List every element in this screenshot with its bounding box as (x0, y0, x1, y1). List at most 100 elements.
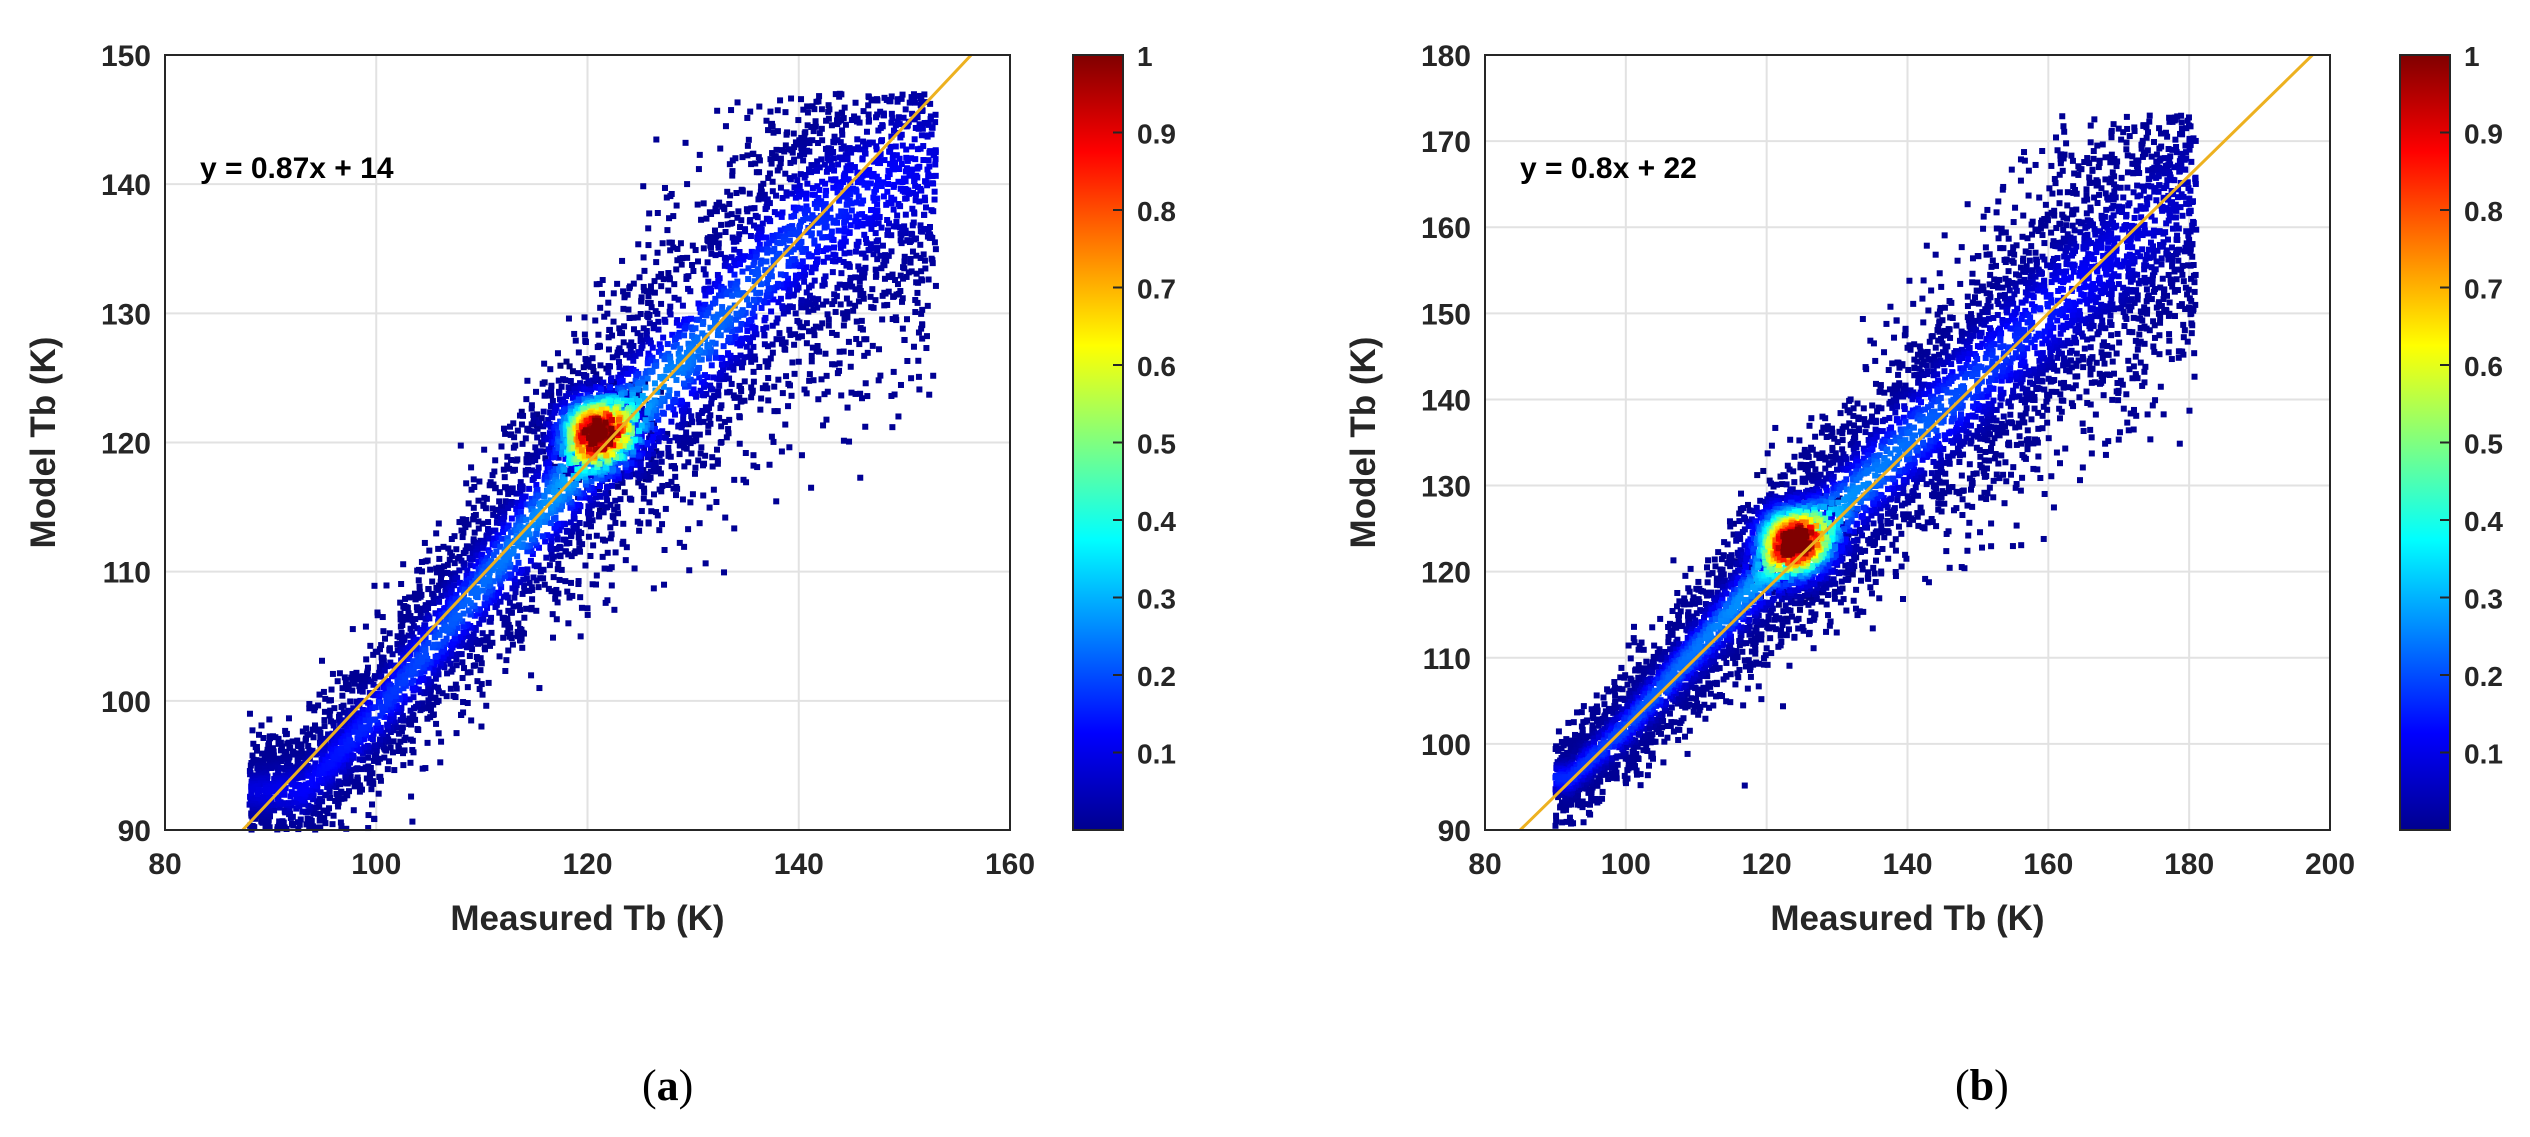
data-point (460, 699, 467, 706)
data-point (666, 387, 673, 394)
data-point (841, 250, 848, 257)
data-point (520, 412, 527, 419)
data-point (831, 133, 838, 140)
data-point (720, 343, 727, 350)
data-point (918, 310, 925, 317)
data-point (760, 298, 767, 305)
data-point (449, 639, 456, 646)
data-point (461, 564, 468, 571)
data-point (820, 248, 827, 255)
data-point (736, 261, 743, 268)
data-point (854, 223, 861, 230)
data-point (623, 472, 630, 479)
data-point (690, 341, 697, 348)
data-point (843, 212, 850, 219)
data-point (736, 413, 743, 420)
data-point (721, 206, 728, 213)
data-point (902, 168, 909, 175)
data-point (771, 383, 778, 390)
data-point (747, 253, 754, 260)
data-point (910, 343, 917, 350)
data-point (645, 519, 652, 526)
data-point (699, 320, 706, 327)
data-point (881, 289, 888, 296)
data-point (481, 610, 488, 617)
data-point (904, 157, 911, 164)
data-point (353, 669, 360, 676)
data-point (544, 389, 551, 396)
data-point (285, 715, 292, 722)
data-point (804, 207, 811, 214)
data-point (729, 172, 736, 179)
data-point (577, 594, 584, 601)
data-point (857, 287, 864, 294)
data-point (881, 157, 888, 164)
data-point (800, 157, 807, 164)
data-point (531, 562, 538, 569)
data-point (638, 407, 645, 414)
data-point (448, 590, 455, 597)
data-point (737, 352, 744, 359)
data-point (540, 408, 547, 415)
data-point (461, 560, 468, 567)
data-point (358, 677, 365, 684)
data-point (722, 229, 729, 236)
data-point (816, 93, 823, 100)
data-point (876, 346, 883, 353)
data-point (555, 433, 562, 440)
data-point (614, 280, 621, 287)
data-point (700, 418, 707, 425)
data-point (919, 125, 926, 132)
data-point (757, 260, 764, 267)
data-point (437, 659, 444, 666)
data-point (716, 382, 723, 389)
data-point (852, 390, 859, 397)
data-point (903, 316, 910, 323)
data-point (872, 297, 879, 304)
data-point (350, 705, 357, 712)
data-point (716, 199, 723, 206)
data-point (281, 787, 288, 794)
data-point (658, 300, 665, 307)
data-point (523, 516, 530, 523)
data-point (823, 416, 830, 423)
data-point (339, 739, 346, 746)
data-point (505, 505, 512, 512)
data-point (847, 191, 854, 198)
data-point (600, 509, 607, 516)
data-point (712, 299, 719, 306)
data-point (515, 515, 522, 522)
data-point (459, 639, 466, 646)
data-point (582, 477, 589, 484)
data-point (667, 360, 674, 367)
data-point (434, 684, 441, 691)
data-point (583, 362, 590, 369)
data-point (819, 320, 826, 327)
data-point (636, 410, 643, 417)
data-point (320, 688, 327, 695)
data-point (790, 281, 797, 288)
data-point (386, 758, 393, 765)
data-point (706, 504, 713, 511)
data-point (647, 283, 654, 290)
data-point (593, 581, 600, 588)
data-point (657, 345, 664, 352)
data-point (272, 784, 279, 791)
data-point (613, 378, 620, 385)
data-point (899, 295, 906, 302)
data-point (737, 398, 744, 405)
data-point (280, 800, 287, 807)
data-point (439, 612, 446, 619)
data-point (329, 821, 336, 828)
data-point (726, 161, 733, 168)
data-point (537, 448, 544, 455)
data-point (804, 103, 811, 110)
data-point (424, 715, 431, 722)
data-point (384, 663, 391, 670)
data-point (471, 529, 478, 536)
data-point (822, 180, 829, 187)
data-point (477, 637, 484, 644)
data-point (576, 545, 583, 552)
data-point (715, 244, 722, 251)
data-point (803, 203, 810, 210)
